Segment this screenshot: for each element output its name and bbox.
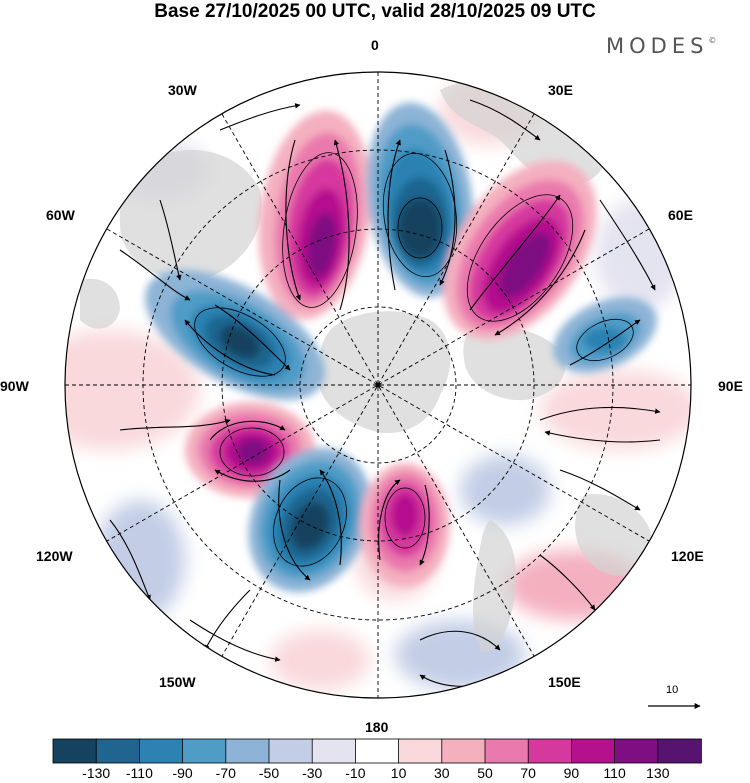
- colorbar-swatch: [225, 738, 270, 764]
- graticule: [65, 72, 691, 698]
- brand-mark: ©: [708, 36, 717, 45]
- label-lon-150E: 150E: [548, 674, 581, 690]
- label-lon-30E: 30E: [548, 82, 573, 98]
- map-disc: [65, 72, 691, 698]
- colorbar-swatch: [441, 738, 486, 764]
- colorbar-tick-label: 130: [646, 765, 670, 781]
- colorbar-swatch: [657, 738, 702, 764]
- colorbar-swatch: [571, 738, 616, 764]
- label-lon-30W: 30W: [168, 82, 197, 98]
- colorbar-tick-label: 50: [477, 765, 493, 781]
- map-border: [64, 71, 692, 699]
- colorbar-tick-label: 110: [603, 765, 626, 781]
- colorbar-swatch: [398, 738, 443, 764]
- colorbar-tick-label: 90: [563, 765, 580, 781]
- colorbar-swatch: [614, 738, 659, 764]
- colorbar-tick-label: 30: [434, 765, 450, 781]
- label-lon-90E: 90E: [718, 378, 743, 394]
- colorbar: [52, 738, 702, 764]
- colorbar-swatch: [354, 738, 400, 764]
- label-lon-150W: 150W: [159, 674, 196, 690]
- colorbar-tick-label: -70: [215, 765, 236, 781]
- colorbar-swatch: [268, 738, 313, 764]
- label-lon-0: 0: [371, 37, 379, 53]
- label-lon-180: 180: [365, 719, 389, 735]
- brand-name: MODES: [606, 34, 709, 58]
- colorbar-tick-label: -30: [302, 765, 323, 781]
- modes-logo: MODES©: [606, 34, 716, 58]
- colorbar-swatch: [138, 738, 184, 764]
- land-masses: [80, 79, 653, 652]
- colorbar-tick-label: -90: [172, 765, 193, 781]
- colorbar-tick-label: 70: [520, 765, 536, 781]
- colorbar-swatch: [311, 738, 357, 764]
- colorbar-swatch: [95, 738, 141, 764]
- chart-title: Base 27/10/2025 00 UTC, valid 28/10/2025…: [154, 1, 596, 22]
- colorbar-swatch: [52, 738, 97, 764]
- label-lon-60E: 60E: [668, 207, 693, 223]
- colorbar-swatch: [484, 738, 529, 764]
- reference-vector-label: 10: [666, 684, 679, 696]
- colorbar-tick-label: -130: [82, 765, 111, 781]
- label-lon-120W: 120W: [36, 548, 73, 564]
- contour-lines: [194, 152, 634, 567]
- colorbar-tick-label: -10: [345, 765, 366, 781]
- colorbar-tick-label: 10: [390, 765, 407, 781]
- north-pole-marker: [375, 382, 381, 388]
- colorbar-swatch: [527, 738, 573, 764]
- colorbar-swatch: [182, 738, 227, 764]
- label-lon-90W: 90W: [0, 378, 29, 394]
- wind-streamlines: [109, 99, 661, 687]
- colorbar-tick-label: -110: [125, 765, 153, 781]
- anomaly-centres: [145, 102, 657, 593]
- colorbar-tick-label: -50: [258, 765, 280, 781]
- label-lon-120E: 120E: [671, 548, 704, 564]
- label-lon-60W: 60W: [46, 207, 75, 223]
